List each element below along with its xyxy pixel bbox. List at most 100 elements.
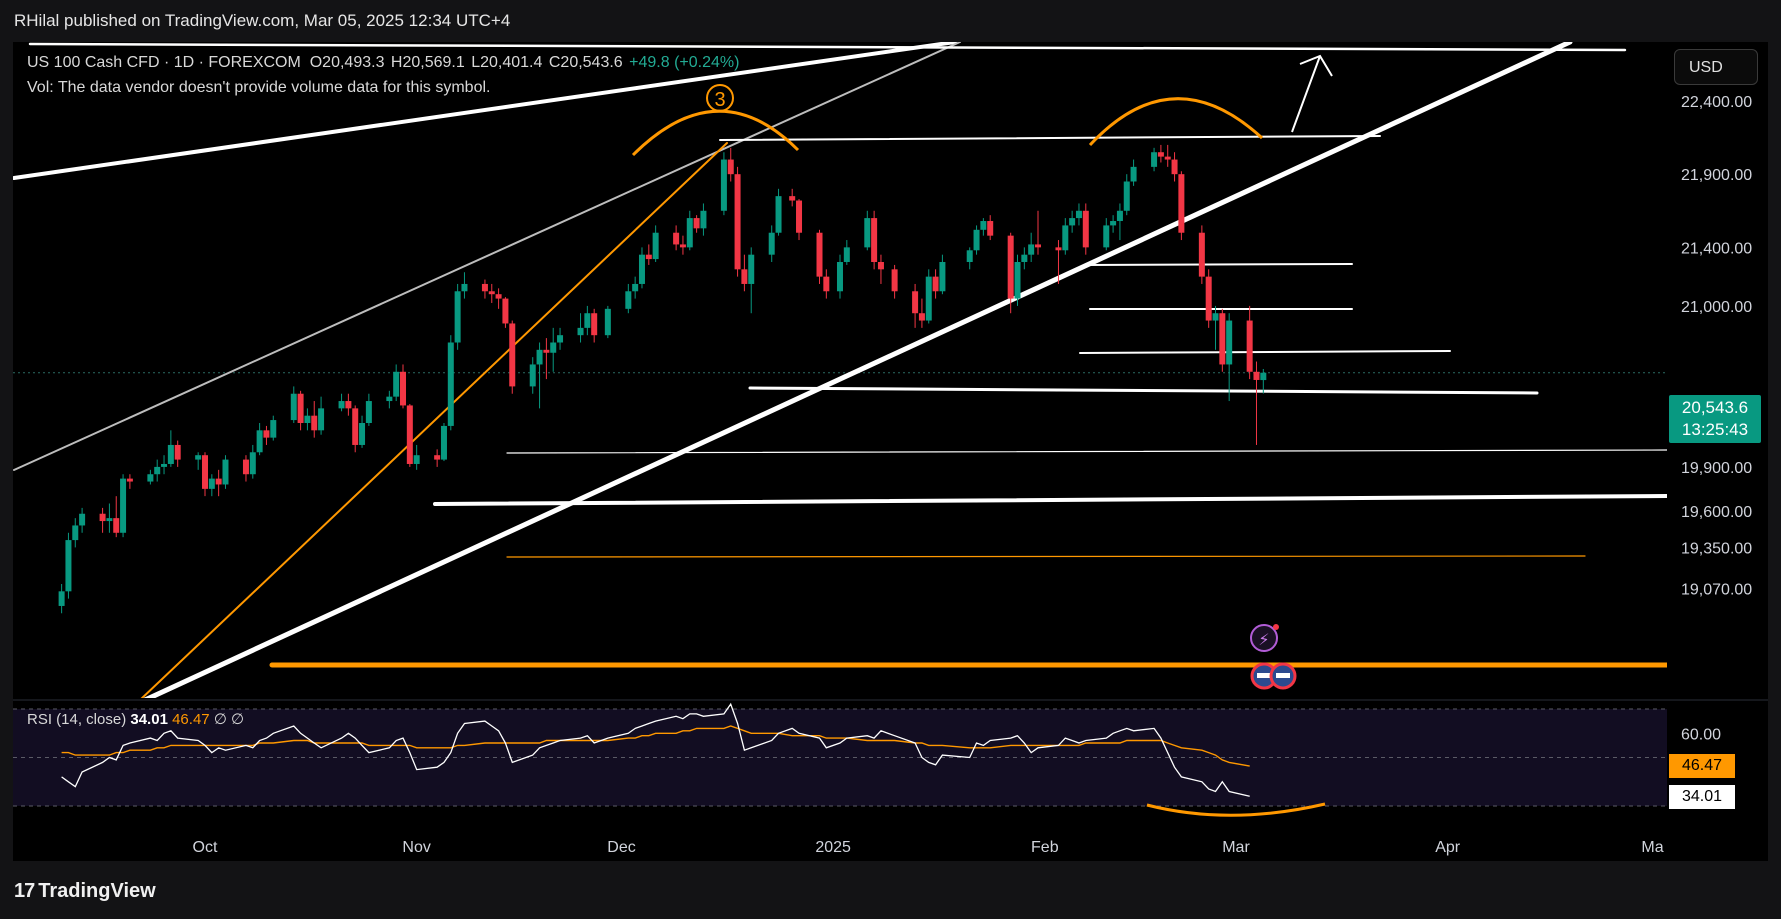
- candle-body: [1253, 371, 1260, 380]
- rsi-ma-line: [61, 725, 1250, 767]
- currency-button[interactable]: USD: [1674, 49, 1758, 85]
- x-tick-label: 2025: [815, 839, 851, 856]
- rsi-legend-value: 34.01: [130, 711, 168, 728]
- candle-body: [693, 218, 700, 229]
- main-pane: 3⚡: [13, 42, 1667, 698]
- rsi-legend-ma: 46.47: [172, 711, 210, 728]
- rsi-label-text: RSI (14, close): [27, 711, 127, 728]
- candle-body: [529, 364, 536, 387]
- y-tick-label: 21,900.00: [1681, 167, 1752, 184]
- candle-body: [536, 349, 543, 365]
- top-target-line: [28, 42, 1627, 52]
- symbol-name[interactable]: US 100 Cash CFD · 1D · FOREXCOM: [27, 54, 301, 71]
- candle-body: [406, 405, 413, 464]
- candle-body: [1116, 210, 1123, 222]
- lightning-icon: ⚡: [1258, 632, 1269, 649]
- candle-body: [836, 262, 843, 292]
- candle-body: [748, 254, 755, 284]
- candle-body: [461, 283, 468, 292]
- candle-body: [543, 349, 550, 353]
- candle-body: [120, 478, 127, 533]
- candle-body: [1069, 218, 1076, 226]
- brand-name: TradingView: [38, 880, 156, 902]
- open-value: O20,493.3: [309, 54, 385, 71]
- candle-body: [222, 459, 229, 485]
- y-tick-label: 19,070.00: [1681, 581, 1752, 598]
- candle-body: [584, 313, 591, 328]
- y-tick-label: 19,350.00: [1681, 540, 1752, 557]
- candle-body: [352, 408, 359, 445]
- candle-body: [147, 474, 154, 482]
- rsi-ma-tag: 46.47: [1669, 754, 1735, 778]
- symbol-legend: US 100 Cash CFD · 1D · FOREXCOM O20,493.…: [27, 54, 741, 72]
- candle-body: [208, 478, 215, 489]
- candle-body: [79, 513, 86, 526]
- candle-body: [932, 276, 939, 292]
- candle-body: [871, 218, 878, 262]
- candle-body: [864, 218, 871, 248]
- candle-body: [311, 415, 318, 431]
- candle-body: [1130, 166, 1137, 182]
- x-tick-label: Mar: [1222, 839, 1250, 856]
- candle-body: [823, 276, 830, 292]
- channel-mid-line: [13, 42, 961, 471]
- rsi-divergence-arc: [1146, 802, 1326, 817]
- candle-body: [1034, 244, 1041, 248]
- candle-body: [488, 291, 495, 295]
- candle-body: [1198, 232, 1205, 277]
- y-tick-label: 19,900.00: [1681, 460, 1752, 477]
- candle-body: [1055, 247, 1062, 251]
- top-arc-2: [1088, 97, 1264, 147]
- candle-body: [338, 401, 345, 409]
- candle-body: [413, 455, 420, 464]
- low-value: L20,401.4: [471, 54, 543, 71]
- candle-body: [1014, 262, 1021, 299]
- tradingview-brand[interactable]: 17 TradingView: [14, 880, 156, 903]
- candle-body: [434, 455, 441, 460]
- us-flag-stripe: [1276, 673, 1290, 678]
- x-tick-label: Nov: [402, 839, 430, 856]
- support-line-4: [506, 449, 1667, 454]
- us-flag-stripe: [1257, 673, 1271, 678]
- candle-body: [161, 463, 168, 467]
- candle-body: [980, 221, 987, 230]
- candle-body: [796, 200, 803, 233]
- candle-body: [393, 371, 400, 397]
- rsi-legend[interactable]: RSI (14, close) 34.01 46.47 ∅ ∅: [27, 710, 244, 728]
- high-value: H20,569.1: [390, 54, 465, 71]
- candle-body: [1103, 225, 1110, 248]
- candle-body: [550, 342, 557, 353]
- wave-3-label: 3: [714, 89, 725, 111]
- channel-lower-line: [143, 42, 1573, 698]
- candle-body: [249, 452, 256, 475]
- current-price-value: 20,543.6: [1681, 398, 1749, 417]
- candle-body: [987, 221, 994, 236]
- candle-body: [65, 540, 72, 592]
- candle-body: [877, 262, 884, 270]
- change-value: +49.8 (+0.24%): [629, 54, 740, 71]
- candle-body: [202, 455, 208, 489]
- candle-body: [1110, 221, 1117, 226]
- candle-body: [400, 371, 407, 406]
- x-tick-label: Ma: [1641, 839, 1663, 856]
- candle-body: [1226, 320, 1233, 365]
- candle-body: [297, 393, 304, 423]
- candle-body: [1075, 210, 1082, 219]
- candle-body: [1007, 235, 1014, 299]
- channel-upper-line: [13, 42, 957, 180]
- candle-body: [106, 518, 113, 522]
- candle-body: [1123, 181, 1130, 211]
- candle-body: [1205, 276, 1212, 321]
- candle-body: [509, 323, 516, 387]
- candle-body: [304, 415, 311, 423]
- candle-body: [58, 591, 65, 606]
- candle-body: [775, 196, 782, 233]
- hidden-value-icon: ∅ ∅: [213, 711, 245, 728]
- ohlc-values: O20,493.3 H20,569.1 L20,401.4 C20,543.6 …: [305, 54, 741, 71]
- candle-body: [925, 276, 932, 321]
- candle-body: [727, 159, 734, 175]
- candle-body: [700, 210, 707, 229]
- candle-body: [1171, 159, 1178, 175]
- candle-body: [973, 229, 980, 251]
